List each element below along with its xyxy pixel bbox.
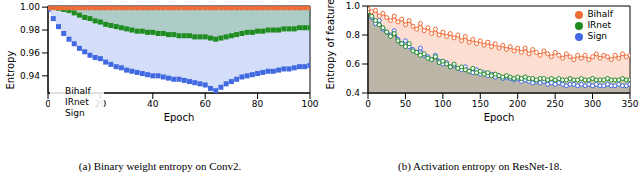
svg-text:100: 100: [434, 99, 451, 109]
svg-text:0: 0: [365, 99, 371, 109]
svg-text:0.4: 0.4: [346, 88, 361, 98]
svg-text:350: 350: [621, 99, 632, 109]
svg-text:Entropy: Entropy: [8, 51, 16, 90]
svg-text:0.96: 0.96: [20, 48, 40, 58]
svg-text:0.6: 0.6: [346, 59, 361, 69]
svg-text:200: 200: [509, 99, 526, 109]
svg-text:0.8: 0.8: [346, 30, 361, 40]
svg-text:100: 100: [301, 99, 318, 109]
html-text:IRnet: IRnet: [587, 20, 612, 30]
svg-text:0.98: 0.98: [20, 25, 40, 35]
html-text:IRnet: IRnet: [65, 97, 89, 107]
svg-text:250: 250: [547, 99, 564, 109]
svg-text:Epoch: Epoch: [164, 112, 195, 123]
svg-text:60: 60: [199, 99, 211, 109]
svg-text:1.00: 1.00: [20, 2, 40, 12]
html-text:Sign: Sign: [65, 108, 85, 118]
svg-text:Entropy of features: Entropy of features: [325, 0, 336, 90]
svg-text:0: 0: [45, 99, 51, 109]
svg-text:Epoch: Epoch: [484, 112, 515, 123]
svg-text:1.0: 1.0: [346, 1, 361, 11]
html-text:Sign: Sign: [587, 31, 608, 41]
svg-text:0.94: 0.94: [20, 71, 40, 81]
svg-text:20: 20: [95, 99, 107, 109]
html-text:Bihalf: Bihalf: [65, 86, 91, 96]
html-text:(b) Activation entropy on ResN: (b) Activation entropy on ResNet-18.: [398, 160, 562, 172]
svg-text:50: 50: [400, 99, 412, 109]
svg-text:150: 150: [472, 99, 489, 109]
html-text:Bihalf: Bihalf: [587, 9, 613, 19]
html-text:(a) Binary weight entropy on C: (a) Binary weight entropy on Conv2.: [78, 160, 242, 172]
svg-text:300: 300: [584, 99, 601, 109]
svg-text:40: 40: [147, 99, 159, 109]
svg-text:80: 80: [252, 99, 264, 109]
